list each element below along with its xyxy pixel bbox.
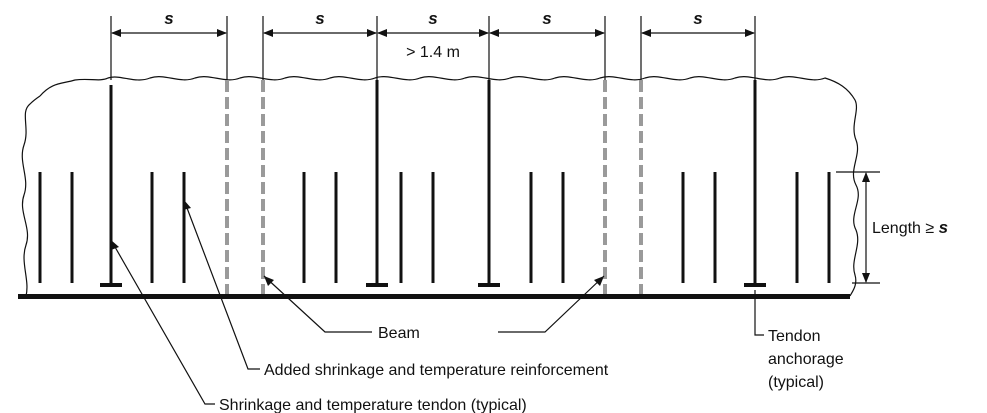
added-reinforcement-leader	[183, 199, 260, 370]
spacing-label: s	[164, 9, 173, 28]
arrowhead	[111, 240, 119, 250]
beam-base	[18, 294, 850, 299]
anchorage-label-line-3: (typical)	[768, 374, 824, 391]
length-label-prefix: Length ≥	[872, 220, 939, 237]
tendon-leader	[110, 239, 215, 405]
added-reinforcement-label: Added shrinkage and temperature reinforc…	[264, 362, 609, 379]
length-dimension	[836, 171, 880, 284]
spacing-label: s	[693, 9, 702, 28]
beam-lines	[225, 80, 643, 294]
spacing-dimensions	[110, 16, 756, 80]
spacing-label: s	[428, 9, 437, 28]
anchorage-label-line-2: anchorage	[768, 351, 844, 368]
spacing-label: s	[315, 9, 324, 28]
min-spacing-note: > 1.4 m	[406, 44, 460, 61]
beam-label: Beam	[378, 325, 420, 342]
reinforcement-bar-group	[38, 172, 831, 283]
arrowhead	[183, 200, 191, 210]
callout-leaders	[110, 199, 764, 405]
anchorage-label-line-1: Tendon	[768, 328, 821, 345]
beam-leader	[263, 275, 372, 333]
arrowhead	[264, 276, 274, 286]
slab-outline	[21, 76, 859, 297]
spacing-label: s	[542, 9, 551, 28]
callout-arrowheads	[111, 200, 604, 286]
beam-leader	[498, 275, 605, 333]
tendon-typical-label: Shrinkage and temperature tendon (typica…	[219, 397, 527, 413]
anchorage-leader	[754, 290, 764, 336]
length-label-symbol: s	[939, 218, 948, 237]
length-label: Length ≥ s	[872, 218, 948, 237]
arrowhead	[594, 276, 604, 286]
